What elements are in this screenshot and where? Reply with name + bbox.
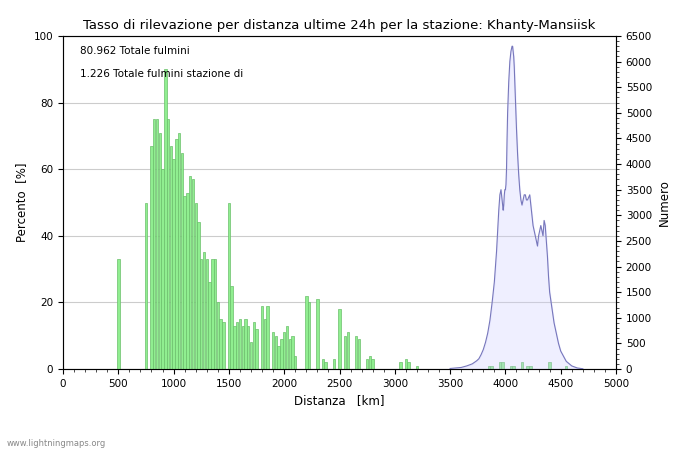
Y-axis label: Percento  [%]: Percento [%] bbox=[15, 163, 28, 242]
Bar bbox=[369, 356, 371, 369]
Bar bbox=[512, 366, 515, 369]
Bar bbox=[399, 362, 402, 369]
Title: Tasso di rilevazione per distanza ultime 24h per la stazione: Khanty-Mansiisk: Tasso di rilevazione per distanza ultime… bbox=[83, 19, 596, 32]
Bar bbox=[308, 302, 310, 369]
Bar bbox=[548, 362, 551, 369]
Bar bbox=[272, 333, 274, 369]
Bar bbox=[164, 69, 167, 369]
Bar bbox=[264, 319, 266, 369]
Bar bbox=[189, 176, 191, 369]
Bar bbox=[286, 326, 288, 369]
Bar bbox=[195, 202, 197, 369]
Bar bbox=[228, 202, 230, 369]
Bar bbox=[186, 193, 188, 369]
Bar bbox=[253, 322, 255, 369]
Bar bbox=[211, 259, 214, 369]
Bar bbox=[344, 336, 346, 369]
Bar bbox=[250, 342, 252, 369]
Bar bbox=[358, 339, 360, 369]
Bar bbox=[169, 146, 172, 369]
Bar bbox=[274, 336, 277, 369]
Bar bbox=[491, 366, 493, 369]
Bar bbox=[175, 139, 178, 369]
Bar bbox=[288, 339, 291, 369]
Bar bbox=[316, 299, 319, 369]
Bar bbox=[244, 319, 246, 369]
Bar bbox=[161, 169, 164, 369]
Bar bbox=[510, 366, 512, 369]
Bar bbox=[488, 366, 490, 369]
Bar bbox=[405, 359, 407, 369]
Bar bbox=[372, 359, 374, 369]
Bar bbox=[183, 196, 186, 369]
Bar bbox=[322, 359, 324, 369]
Bar bbox=[291, 336, 294, 369]
Bar bbox=[117, 259, 120, 369]
Bar bbox=[498, 362, 501, 369]
Bar bbox=[325, 362, 327, 369]
Bar bbox=[526, 366, 528, 369]
Bar bbox=[236, 322, 239, 369]
Bar bbox=[156, 119, 158, 369]
Bar bbox=[529, 366, 531, 369]
Bar bbox=[277, 346, 280, 369]
Bar bbox=[366, 359, 368, 369]
Bar bbox=[167, 119, 169, 369]
Bar bbox=[256, 329, 258, 369]
Text: 1.226 Totale fulmini stazione di: 1.226 Totale fulmini stazione di bbox=[80, 69, 243, 79]
Bar bbox=[150, 146, 153, 369]
Bar bbox=[178, 133, 181, 369]
Bar bbox=[338, 309, 341, 369]
Bar bbox=[247, 326, 249, 369]
Bar bbox=[145, 202, 147, 369]
Bar bbox=[305, 296, 307, 369]
Bar bbox=[407, 362, 410, 369]
Bar bbox=[355, 336, 357, 369]
Bar bbox=[346, 333, 349, 369]
Bar bbox=[332, 359, 335, 369]
Bar bbox=[214, 259, 216, 369]
Bar bbox=[501, 362, 504, 369]
Bar bbox=[239, 319, 241, 369]
Bar bbox=[216, 302, 219, 369]
Bar bbox=[222, 322, 225, 369]
Bar bbox=[283, 333, 286, 369]
Bar bbox=[261, 306, 263, 369]
Bar bbox=[181, 153, 183, 369]
Bar bbox=[565, 366, 568, 369]
Text: www.lightningmaps.org: www.lightningmaps.org bbox=[7, 439, 106, 448]
Bar bbox=[219, 319, 222, 369]
Bar bbox=[159, 133, 161, 369]
Bar bbox=[197, 222, 199, 369]
Bar bbox=[267, 306, 269, 369]
Bar bbox=[233, 326, 236, 369]
Text: 80.962 Totale fulmini: 80.962 Totale fulmini bbox=[80, 46, 189, 56]
Bar bbox=[521, 362, 523, 369]
Bar bbox=[209, 283, 211, 369]
Bar bbox=[206, 259, 208, 369]
X-axis label: Distanza   [km]: Distanza [km] bbox=[294, 394, 385, 407]
Bar bbox=[172, 159, 175, 369]
Bar bbox=[230, 286, 233, 369]
Bar bbox=[241, 326, 244, 369]
Bar bbox=[200, 259, 202, 369]
Bar bbox=[416, 366, 418, 369]
Bar bbox=[280, 339, 283, 369]
Bar bbox=[203, 252, 205, 369]
Y-axis label: Numero: Numero bbox=[657, 179, 671, 226]
Bar bbox=[192, 179, 194, 369]
Bar bbox=[153, 119, 155, 369]
Bar bbox=[294, 356, 297, 369]
